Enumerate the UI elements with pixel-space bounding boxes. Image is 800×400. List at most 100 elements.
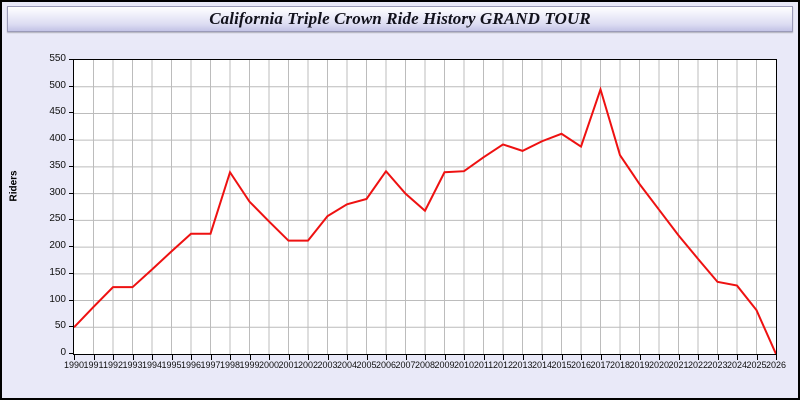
x-axis-tick-labels: 1990 1991 1992 1993 1994 1995 1996 1997 1998 1999… [2, 360, 798, 380]
y-axis-tick-labels: 0 50 100 150 200 250 300 350 400 450 500 550 [30, 54, 66, 358]
y-tick-mark [69, 353, 74, 354]
y-tick-label: 100 [49, 293, 66, 305]
x-tick-label: 1990 [63, 360, 85, 370]
y-tick-label: 550 [49, 53, 66, 64]
y-tick-mark [69, 59, 74, 60]
x-tick-label: 1993 [122, 360, 143, 370]
x-tick-label: 1995 [161, 360, 182, 370]
x-tick-mark [269, 355, 270, 360]
y-tick-mark [69, 272, 74, 274]
x-tick-label: 2025 [746, 360, 767, 370]
y-tick-label: 150 [49, 266, 66, 278]
y-tick-label: 50 [54, 320, 66, 332]
x-tick-mark [210, 355, 212, 360]
x-tick-label: 2018 [609, 360, 631, 370]
x-tick-label: 1996 [180, 360, 202, 370]
x-tick-mark [776, 355, 777, 360]
y-tick-mark [69, 192, 74, 194]
page-title: California Triple Crown Ride History GRA… [209, 9, 591, 28]
x-tick-mark [113, 355, 114, 360]
x-tick-label: 2026 [765, 360, 787, 370]
line-series-svg [74, 60, 776, 354]
x-tick-label: 2021 [668, 360, 689, 370]
x-tick-label: 2007 [395, 360, 416, 370]
x-tick-mark [522, 355, 524, 360]
x-tick-mark [171, 355, 173, 360]
x-tick-mark [366, 355, 368, 360]
x-tick-mark [132, 355, 134, 360]
x-tick-label: 2006 [375, 360, 397, 370]
x-tick-label: 2014 [531, 360, 553, 370]
x-tick-label: 2001 [278, 360, 299, 370]
y-tick-label: 300 [49, 186, 66, 198]
x-tick-label: 2024 [726, 360, 748, 370]
x-tick-mark [230, 355, 231, 360]
x-tick-label: 1991 [83, 360, 104, 370]
x-tick-label: 2009 [434, 360, 455, 370]
riders-line-series [74, 86, 776, 354]
x-tick-mark [347, 355, 348, 360]
y-tick-label: 450 [49, 106, 66, 118]
x-tick-label: 2022 [687, 360, 709, 370]
x-tick-mark [737, 355, 738, 360]
x-tick-label: 2015 [551, 360, 572, 370]
x-tick-label: 2013 [512, 360, 533, 370]
y-tick-label: 200 [49, 240, 66, 252]
y-tick-mark [69, 165, 74, 167]
x-tick-label: 1997 [200, 360, 221, 370]
y-tick-mark [69, 219, 74, 221]
x-tick-mark [191, 355, 192, 360]
x-tick-mark [542, 355, 543, 360]
y-tick-label: 400 [49, 133, 66, 145]
window-title-bar: California Triple Crown Ride History GRA… [7, 6, 793, 32]
x-tick-label: 1994 [141, 360, 163, 370]
x-tick-label: 2023 [707, 360, 728, 370]
x-tick-label: 1999 [239, 360, 260, 370]
x-tick-mark [444, 355, 446, 360]
y-tick-mark [69, 246, 74, 248]
y-axis-label: Riders [8, 170, 20, 202]
x-tick-mark [405, 355, 407, 360]
x-tick-mark [756, 355, 758, 360]
x-tick-mark [249, 355, 251, 360]
x-tick-mark [678, 355, 680, 360]
x-tick-label: 2016 [570, 360, 592, 370]
x-tick-mark [698, 355, 699, 360]
x-tick-mark [503, 355, 504, 360]
x-tick-mark [327, 355, 329, 360]
y-tick-label: 500 [49, 79, 66, 91]
x-tick-mark [620, 355, 621, 360]
chart-canvas: Riders 0 50 100 150 200 250 300 350 400 450 500 550… [2, 36, 798, 398]
y-tick-mark [69, 112, 74, 114]
x-tick-mark [288, 355, 290, 360]
x-tick-mark [308, 355, 309, 360]
y-tick-mark [69, 299, 74, 301]
x-tick-label: 2004 [336, 360, 358, 370]
x-tick-label: 2012 [492, 360, 514, 370]
x-tick-label: 2000 [258, 360, 280, 370]
y-tick-label: 350 [49, 159, 66, 171]
x-tick-mark [74, 355, 75, 360]
x-tick-label: 2020 [648, 360, 670, 370]
x-tick-label: 2002 [297, 360, 319, 370]
gridlines [74, 60, 776, 354]
plot-area [73, 59, 777, 355]
x-tick-mark [581, 355, 582, 360]
x-tick-mark [600, 355, 602, 360]
x-tick-mark [483, 355, 485, 360]
x-tick-mark [561, 355, 563, 360]
y-tick-label: 0 [60, 347, 66, 358]
y-tick-mark [69, 85, 74, 87]
x-tick-mark [386, 355, 387, 360]
x-tick-label: 2011 [473, 360, 494, 370]
x-tick-mark [425, 355, 426, 360]
x-tick-label: 2010 [453, 360, 475, 370]
x-tick-label: 1992 [102, 360, 124, 370]
x-tick-mark [659, 355, 660, 360]
x-tick-label: 2019 [629, 360, 650, 370]
y-tick-mark [69, 139, 74, 141]
x-tick-mark [717, 355, 719, 360]
x-tick-label: 1998 [219, 360, 241, 370]
x-tick-label: 2005 [356, 360, 377, 370]
